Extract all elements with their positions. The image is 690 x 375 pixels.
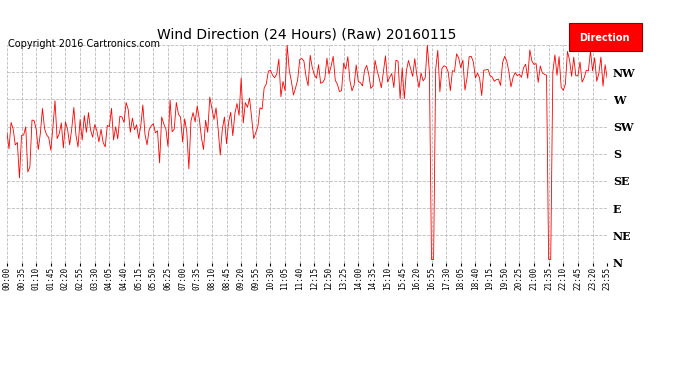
- Text: Direction: Direction: [580, 33, 630, 43]
- Text: Copyright 2016 Cartronics.com: Copyright 2016 Cartronics.com: [8, 39, 160, 49]
- Title: Wind Direction (24 Hours) (Raw) 20160115: Wind Direction (24 Hours) (Raw) 20160115: [157, 27, 457, 41]
